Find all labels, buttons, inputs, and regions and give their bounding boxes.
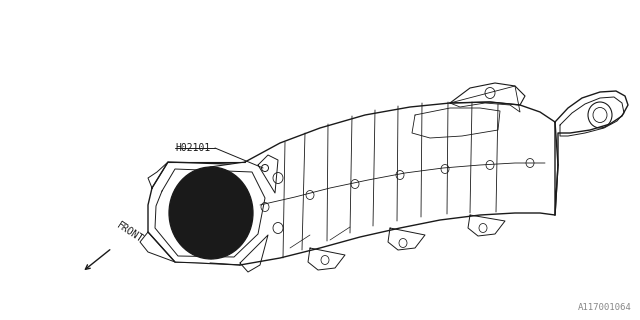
Polygon shape <box>175 102 558 265</box>
Polygon shape <box>555 91 628 215</box>
Text: FRONT: FRONT <box>115 220 145 245</box>
Polygon shape <box>148 162 275 263</box>
Text: H02101: H02101 <box>175 143 211 153</box>
Text: A117001064: A117001064 <box>579 303 632 312</box>
Ellipse shape <box>169 167 253 259</box>
